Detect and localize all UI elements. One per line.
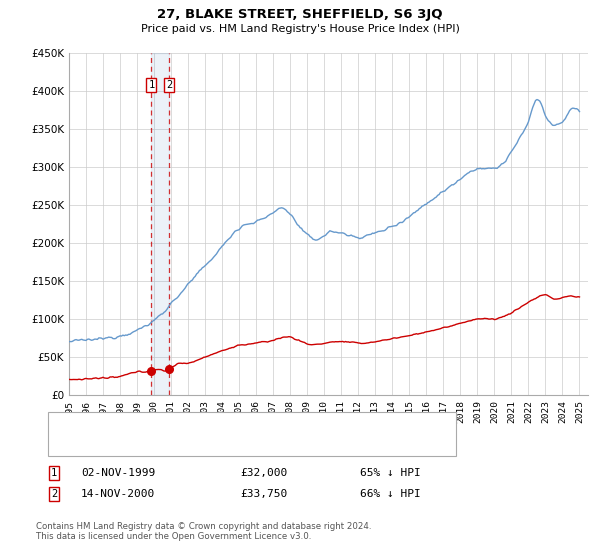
Text: Contains HM Land Registry data © Crown copyright and database right 2024.
This d: Contains HM Land Registry data © Crown c…: [36, 522, 371, 542]
Text: 14-NOV-2000: 14-NOV-2000: [81, 489, 155, 499]
Bar: [151, 53, 169, 395]
Text: 27, BLAKE STREET, SHEFFIELD, S6 3JQ: 27, BLAKE STREET, SHEFFIELD, S6 3JQ: [157, 8, 443, 21]
Text: 2: 2: [166, 80, 172, 90]
Text: 1: 1: [148, 80, 154, 90]
Text: HPI: Average price, detached house, Sheffield: HPI: Average price, detached house, Shef…: [81, 439, 320, 449]
Text: ——: ——: [57, 439, 71, 449]
Text: 27, BLAKE STREET, SHEFFIELD, S6 3JQ (detached house): 27, BLAKE STREET, SHEFFIELD, S6 3JQ (det…: [81, 416, 375, 426]
Text: 65% ↓ HPI: 65% ↓ HPI: [360, 468, 421, 478]
Text: ——: ——: [57, 416, 71, 426]
Text: Price paid vs. HM Land Registry's House Price Index (HPI): Price paid vs. HM Land Registry's House …: [140, 24, 460, 34]
Text: 2: 2: [51, 489, 57, 499]
Text: £33,750: £33,750: [240, 489, 287, 499]
Text: 1: 1: [51, 468, 57, 478]
Text: £32,000: £32,000: [240, 468, 287, 478]
Text: 66% ↓ HPI: 66% ↓ HPI: [360, 489, 421, 499]
Text: 02-NOV-1999: 02-NOV-1999: [81, 468, 155, 478]
